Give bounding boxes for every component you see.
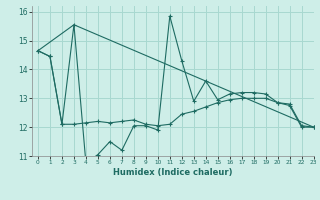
X-axis label: Humidex (Indice chaleur): Humidex (Indice chaleur) xyxy=(113,168,233,177)
